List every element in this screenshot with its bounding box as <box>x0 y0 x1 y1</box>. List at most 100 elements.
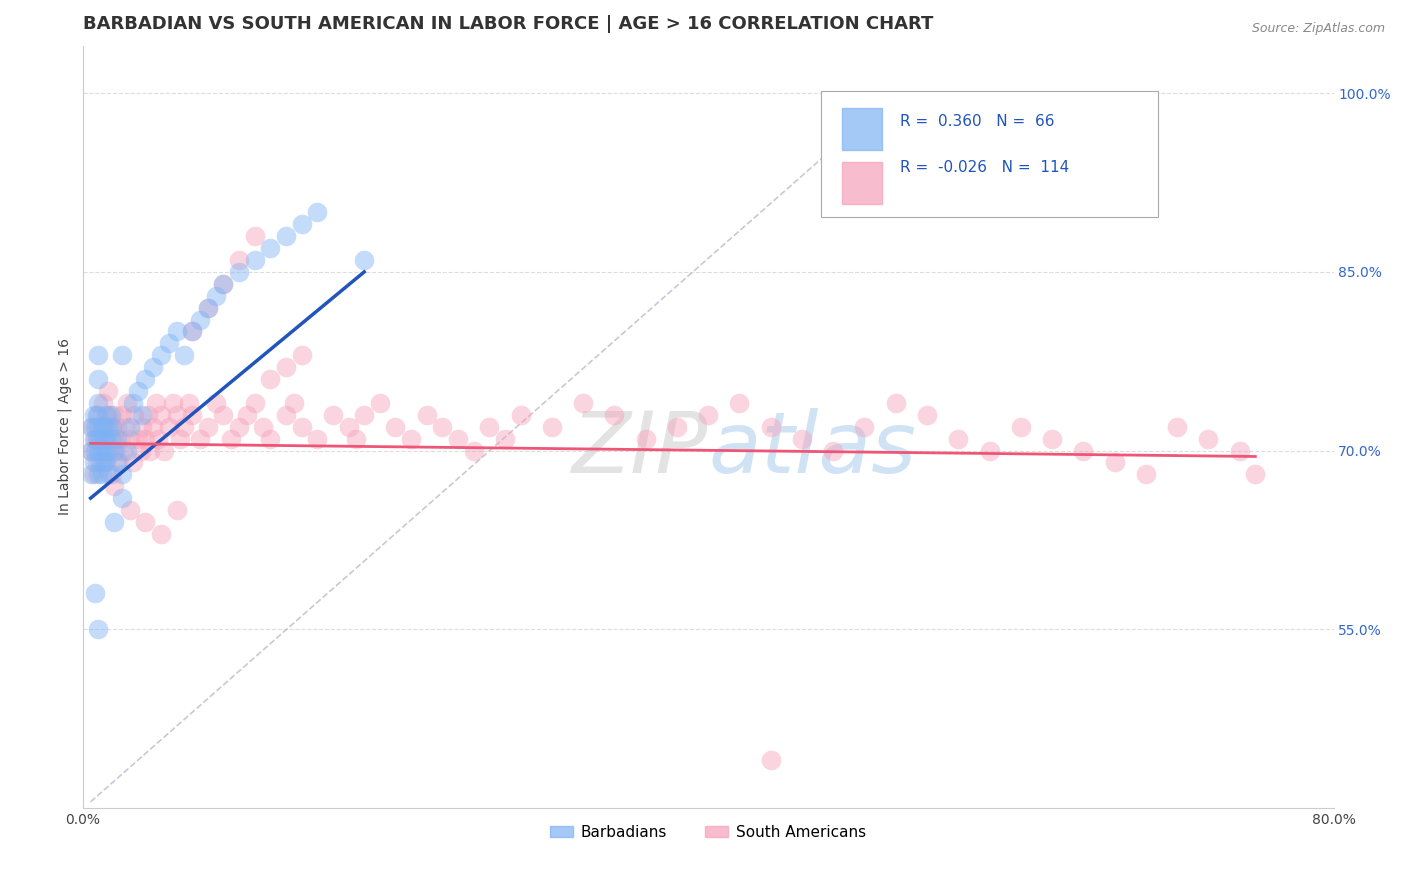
Point <box>121 455 143 469</box>
Point <box>79 467 101 482</box>
Point <box>432 419 454 434</box>
Point <box>90 467 112 482</box>
Point <box>90 443 112 458</box>
Point <box>291 217 314 231</box>
Point <box>105 455 128 469</box>
Point <box>91 396 114 410</box>
Point <box>100 419 122 434</box>
Point <box>1040 432 1063 446</box>
Point <box>166 325 188 339</box>
Point <box>114 419 136 434</box>
Point <box>204 396 226 410</box>
Point <box>790 432 813 446</box>
Point <box>307 205 329 219</box>
Point <box>665 419 688 434</box>
Point <box>121 396 143 410</box>
Point <box>103 479 125 493</box>
Point <box>87 419 110 434</box>
Point <box>884 396 907 410</box>
Point <box>87 443 110 458</box>
Point <box>86 432 108 446</box>
Point <box>124 408 146 422</box>
Point <box>759 753 782 767</box>
Point <box>322 408 344 422</box>
Point <box>188 312 211 326</box>
Point <box>93 443 115 458</box>
Point <box>84 443 107 458</box>
Point <box>90 419 112 434</box>
Point <box>79 419 101 434</box>
Point <box>149 348 172 362</box>
Point <box>157 419 180 434</box>
Point <box>111 408 134 422</box>
Point <box>107 455 129 469</box>
Point <box>509 408 531 422</box>
Point <box>166 408 188 422</box>
Point <box>915 408 938 422</box>
Point <box>96 408 118 422</box>
Point <box>101 419 124 434</box>
Point <box>131 408 153 422</box>
Point <box>129 443 152 458</box>
Point <box>96 432 118 446</box>
Point <box>89 443 111 458</box>
Point <box>274 360 297 375</box>
Point <box>97 408 120 422</box>
Point <box>399 432 422 446</box>
Point <box>416 408 439 422</box>
Point <box>111 491 134 505</box>
Point <box>149 408 172 422</box>
Point <box>177 396 200 410</box>
Point <box>97 384 120 398</box>
Point <box>100 432 122 446</box>
Point <box>337 419 360 434</box>
Point <box>344 432 367 446</box>
Point <box>728 396 751 410</box>
Point <box>188 432 211 446</box>
Point <box>153 443 176 458</box>
Point <box>83 455 105 469</box>
Point <box>142 360 165 375</box>
Point <box>96 455 118 469</box>
Point <box>134 515 156 529</box>
Point <box>353 252 375 267</box>
Point <box>118 432 141 446</box>
Point <box>87 372 110 386</box>
Text: BARBADIAN VS SOUTH AMERICAN IN LABOR FORCE | AGE > 16 CORRELATION CHART: BARBADIAN VS SOUTH AMERICAN IN LABOR FOR… <box>83 15 934 33</box>
Point <box>86 408 108 422</box>
FancyBboxPatch shape <box>821 91 1159 217</box>
Point <box>274 408 297 422</box>
Point <box>173 419 195 434</box>
Point <box>100 408 122 422</box>
Point <box>759 419 782 434</box>
Point <box>236 408 259 422</box>
Point <box>103 408 125 422</box>
Point <box>82 419 104 434</box>
Point <box>96 432 118 446</box>
Point <box>979 443 1001 458</box>
Point <box>243 396 266 410</box>
Text: Source: ZipAtlas.com: Source: ZipAtlas.com <box>1251 22 1385 36</box>
Point <box>447 432 470 446</box>
Point <box>134 432 156 446</box>
Point <box>603 408 626 422</box>
Point <box>259 432 281 446</box>
Text: ZIP: ZIP <box>572 408 709 491</box>
Point <box>197 419 219 434</box>
Point <box>84 432 107 446</box>
Point <box>283 396 305 410</box>
Point <box>87 432 110 446</box>
Point <box>97 419 120 434</box>
Point <box>1197 432 1219 446</box>
FancyBboxPatch shape <box>842 108 882 150</box>
Point <box>212 408 235 422</box>
Point <box>463 443 485 458</box>
Point <box>274 229 297 244</box>
Point <box>86 455 108 469</box>
Point <box>169 432 191 446</box>
Point <box>97 443 120 458</box>
Point <box>478 419 501 434</box>
FancyBboxPatch shape <box>842 162 882 204</box>
Point <box>111 348 134 362</box>
Point <box>181 325 204 339</box>
